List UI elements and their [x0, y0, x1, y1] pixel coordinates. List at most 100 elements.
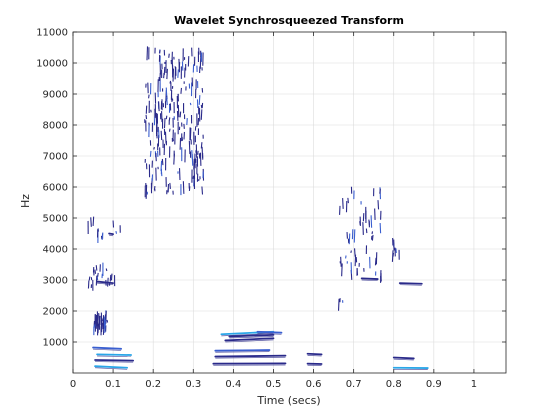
energy-streak [374, 257, 377, 266]
y-tick-label: 1000 [43, 338, 68, 349]
x-tick-label: 0.9 [426, 379, 442, 390]
ridge-line [92, 346, 123, 350]
energy-streak [347, 197, 349, 204]
energy-streak [201, 186, 204, 195]
energy-streak [353, 248, 356, 257]
ridge-line-shadow [393, 358, 414, 361]
energy-streak [377, 200, 380, 210]
energy-streak [107, 277, 109, 287]
energy-streak [337, 298, 340, 311]
plot-area [73, 32, 506, 373]
energy-streak [166, 96, 168, 106]
ridge-line-shadow [93, 348, 122, 351]
x-tick-label: 0.3 [185, 379, 201, 390]
energy-streak [169, 80, 172, 84]
energy-streak [158, 101, 160, 112]
energy-streak [109, 274, 112, 282]
energy-streak [170, 95, 173, 102]
energy-streak [145, 114, 148, 120]
energy-streak [370, 215, 373, 228]
ridge-line [398, 282, 423, 285]
energy-streak [101, 232, 104, 240]
y-tick-label: 10000 [36, 59, 68, 70]
energy-streak [350, 250, 352, 254]
energy-streak [348, 233, 351, 245]
energy-streak [189, 102, 192, 106]
energy-streak [149, 150, 152, 157]
ridge-line [360, 277, 379, 280]
y-tick-label: 4000 [43, 245, 68, 256]
energy-streak [188, 140, 191, 155]
ridge-line-shadow [215, 356, 286, 359]
spectral-marks [87, 46, 429, 370]
y-tick-label: 7000 [43, 152, 68, 163]
energy-streak [168, 53, 170, 58]
ridge-line-shadow [399, 284, 422, 286]
ridge-line [214, 354, 287, 358]
ridge-line-shadow [97, 355, 132, 357]
y-axis-label: Hz [19, 194, 32, 208]
ridge-line-shadow [95, 361, 134, 363]
energy-streak [201, 146, 204, 158]
energy-streak [166, 68, 168, 80]
axes-box [72, 31, 507, 374]
energy-streak [93, 324, 96, 328]
energy-streak [163, 66, 166, 76]
energy-streak [150, 109, 152, 113]
ridge-line [108, 232, 114, 236]
ridge-line [228, 333, 275, 338]
energy-streak [200, 142, 203, 149]
energy-streak [200, 109, 203, 120]
x-axis-label: Time (secs) [256, 394, 320, 407]
energy-streak [380, 276, 382, 282]
ridge-line-shadow [215, 351, 270, 353]
y-tick-label: 9000 [43, 90, 68, 101]
ridge-line [214, 349, 271, 352]
energy-streak [88, 276, 91, 281]
y-tick-label: 6000 [43, 183, 68, 194]
energy-streak [115, 230, 118, 234]
ridge-line [96, 353, 133, 356]
energy-streak [177, 104, 180, 118]
energy-streak [105, 268, 108, 272]
ridge-line [392, 356, 415, 360]
energy-streak [371, 234, 374, 241]
ridge-line-shadow [225, 339, 274, 343]
energy-streak [341, 263, 343, 277]
energy-streak [153, 146, 155, 150]
energy-streak [198, 95, 201, 105]
ridge-line [256, 330, 283, 334]
x-tick-label: 0.4 [225, 379, 241, 390]
y-tick-label: 3000 [43, 276, 68, 287]
x-tick-label: 0.2 [145, 379, 161, 390]
ridge-line [224, 337, 275, 342]
y-tick-label: 5000 [43, 214, 68, 225]
x-tick-label: 0.6 [306, 379, 322, 390]
energy-streak [163, 117, 166, 129]
axis-ticks: 0 0.1 0.2 0.3 0.4 0.5 0.6 0.7 0.8 0.9 110002000300… [36, 28, 506, 390]
energy-streak [95, 265, 98, 271]
energy-streak [168, 128, 171, 132]
ridge-line-shadow [95, 367, 128, 370]
energy-streak [173, 153, 175, 165]
ridge-line [306, 352, 323, 356]
energy-streak [379, 188, 381, 194]
ridge-line-shadow [361, 279, 378, 282]
ridge-line-shadow [109, 234, 114, 237]
energy-streak [92, 216, 95, 226]
x-tick-label: 0.8 [386, 379, 402, 390]
energy-streak [199, 56, 202, 69]
y-tick-label: 8000 [43, 121, 68, 132]
energy-streak [179, 111, 182, 118]
energy-streak [169, 182, 171, 190]
ridge-line [94, 359, 135, 362]
energy-streak [161, 158, 164, 166]
chart-title: Wavelet Synchrosqueezed Transform [174, 14, 404, 27]
ridge-line [96, 280, 114, 285]
energy-streak [146, 46, 149, 61]
x-tick-label: 0 [70, 379, 76, 390]
energy-streak [392, 252, 395, 257]
x-tick-label: 0.7 [346, 379, 362, 390]
energy-streak [182, 181, 185, 194]
